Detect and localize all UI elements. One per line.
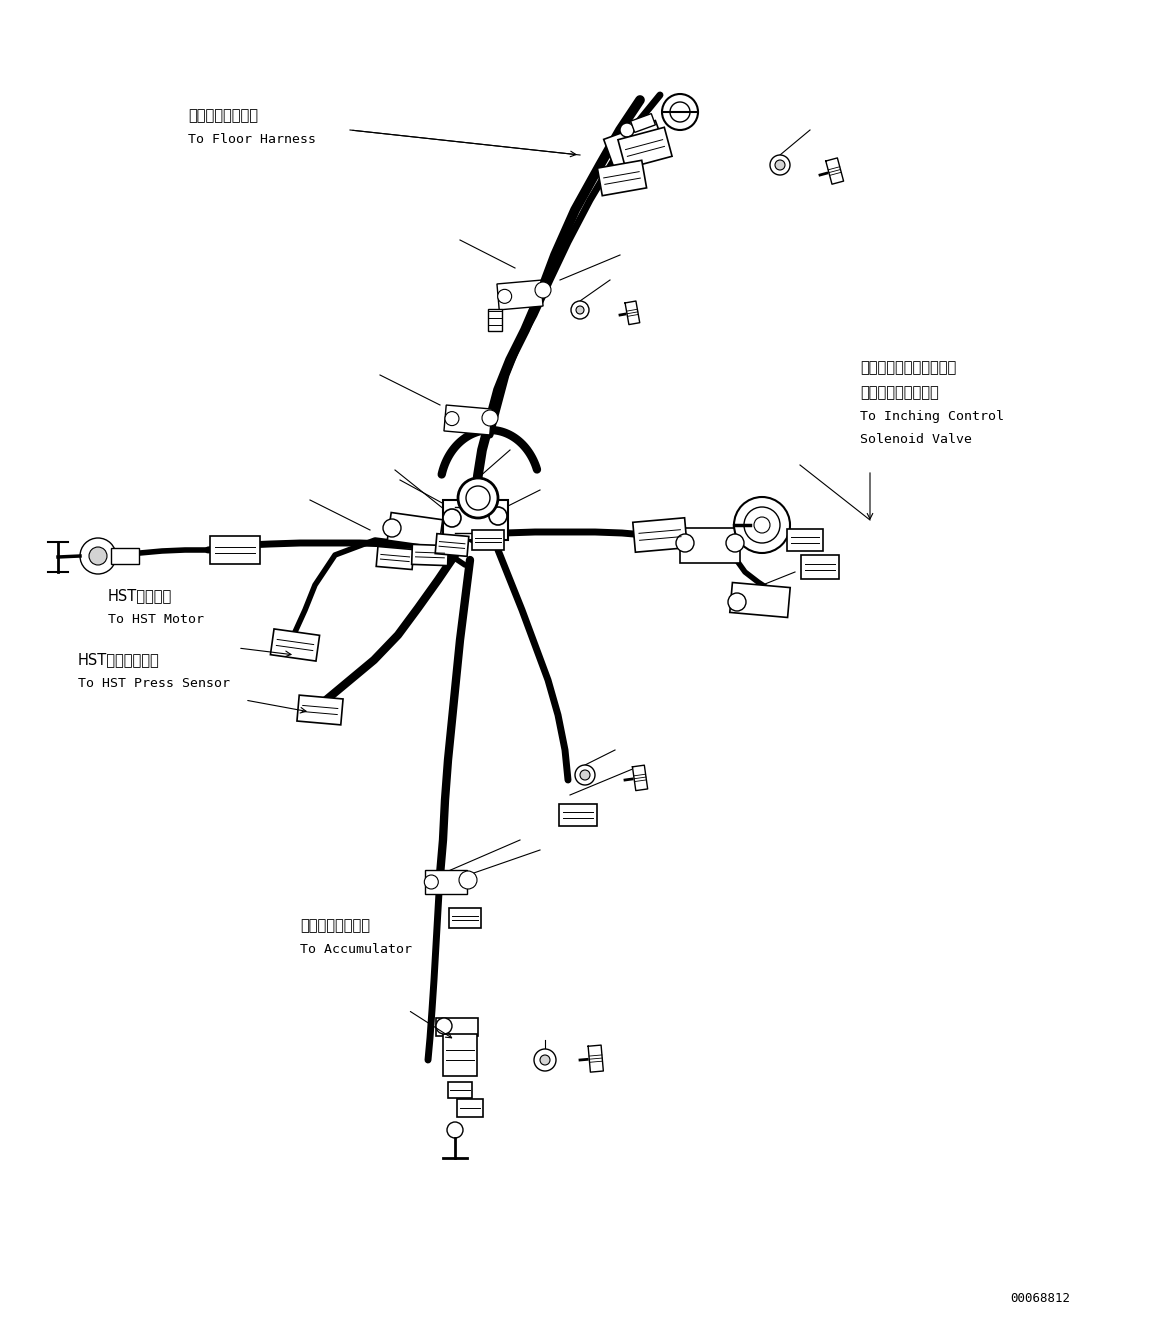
Bar [618,128,672,169]
Text: インチングコントロール: インチングコントロール [859,360,956,375]
Circle shape [670,102,690,121]
Bar [633,518,687,553]
Bar [559,805,597,826]
Bar [457,1099,483,1117]
Circle shape [80,538,116,574]
Bar [271,629,320,661]
Circle shape [571,301,588,319]
Circle shape [458,477,498,518]
Bar [435,534,469,557]
Bar [444,405,492,435]
Bar [472,530,504,550]
Circle shape [534,1049,556,1071]
Text: 00068812: 00068812 [1009,1293,1070,1304]
Circle shape [488,506,507,525]
Bar [604,120,666,169]
Bar [436,1018,478,1035]
Bar [443,1034,477,1076]
Circle shape [436,1018,452,1034]
Circle shape [445,412,459,426]
Text: To HST Motor: To HST Motor [108,613,204,627]
Circle shape [575,765,595,785]
Bar [598,161,647,195]
Bar [297,695,343,725]
Text: To Floor Harness: To Floor Harness [188,133,316,146]
Bar [801,555,839,579]
Circle shape [535,282,551,298]
Polygon shape [633,765,648,790]
Text: Solenoid Valve: Solenoid Valve [859,433,972,446]
Circle shape [726,534,744,551]
Bar [787,529,823,551]
Bar [630,113,656,132]
Bar [448,1082,472,1097]
Bar [488,309,502,331]
Circle shape [576,306,584,314]
Circle shape [770,156,790,175]
Circle shape [676,534,694,551]
Bar [211,536,261,565]
Bar [412,545,449,566]
Circle shape [424,874,438,889]
Bar [680,528,740,562]
Polygon shape [826,158,843,185]
Polygon shape [588,1045,604,1072]
Circle shape [459,871,477,889]
Circle shape [580,770,590,780]
Circle shape [498,289,512,303]
Bar [376,546,414,570]
Text: HSTモータへ: HSTモータへ [108,588,172,603]
Circle shape [728,594,745,611]
Bar [497,280,543,310]
Circle shape [447,1122,463,1138]
Circle shape [744,506,780,543]
Text: フロアハーネスへ: フロアハーネスへ [188,108,258,123]
Circle shape [734,497,790,553]
Text: アキュムレータへ: アキュムレータへ [300,918,370,933]
Bar [387,513,443,547]
Circle shape [620,123,634,137]
Bar [449,907,481,929]
Bar [730,583,790,617]
Circle shape [443,509,461,528]
Text: To HST Press Sensor: To HST Press Sensor [78,677,230,690]
Circle shape [383,518,401,537]
Circle shape [466,485,490,510]
Circle shape [90,547,107,565]
Circle shape [754,517,770,533]
Text: ソレノイドバルブへ: ソレノイドバルブへ [859,385,939,400]
Bar [110,547,140,565]
Text: To Accumulator: To Accumulator [300,943,412,956]
Circle shape [481,410,498,426]
Text: HST油圧センサへ: HST油圧センサへ [78,652,159,667]
Bar [442,500,507,539]
Text: To Inching Control: To Inching Control [859,410,1004,423]
Circle shape [775,160,785,170]
Polygon shape [625,301,640,324]
Circle shape [662,94,698,131]
Circle shape [540,1055,550,1064]
Bar [424,871,468,894]
